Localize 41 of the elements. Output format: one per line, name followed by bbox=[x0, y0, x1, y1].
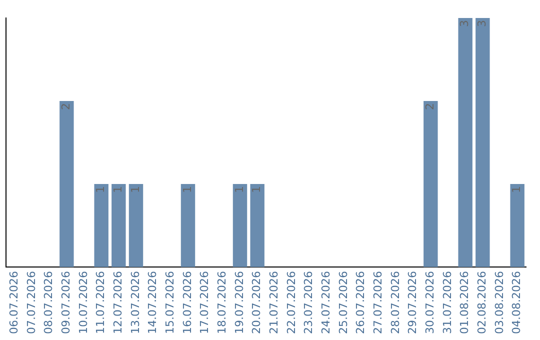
x-tick-label: 19.07.2026 bbox=[232, 271, 246, 334]
x-tick-label: 31.07.2026 bbox=[440, 271, 454, 334]
data-label: 1 bbox=[180, 186, 194, 194]
x-tick-label: 26.07.2026 bbox=[354, 271, 368, 334]
x-tick-label: 10.07.2026 bbox=[76, 271, 90, 334]
x-tick-label: 09.07.2026 bbox=[60, 271, 73, 334]
data-label: 3 bbox=[458, 20, 472, 27]
data-label: 1 bbox=[232, 186, 246, 194]
data-label: 2 bbox=[424, 103, 437, 110]
data-label: 1 bbox=[94, 186, 108, 194]
x-tick-label: 24.07.2026 bbox=[320, 271, 333, 334]
data-label: 1 bbox=[128, 186, 142, 194]
x-tick-label: 25.07.2026 bbox=[336, 271, 350, 334]
x-tick-label: 30.07.2026 bbox=[424, 271, 437, 334]
x-tick-label: 12.07.2026 bbox=[112, 271, 125, 334]
x-tick-label: 22.07.2026 bbox=[284, 271, 298, 334]
data-label: 2 bbox=[60, 103, 73, 110]
x-tick-label: 17.07.2026 bbox=[198, 271, 212, 334]
x-tick-label: 07.07.2026 bbox=[24, 271, 38, 334]
x-tick-label: 28.07.2026 bbox=[388, 271, 402, 334]
x-tick-label: 13.07.2026 bbox=[128, 271, 142, 334]
x-tick-label: 04.08.2026 bbox=[510, 271, 524, 334]
x-tick-label: 23.07.2026 bbox=[302, 271, 316, 334]
x-tick-label: 08.07.2026 bbox=[42, 271, 56, 334]
data-label: 1 bbox=[510, 186, 524, 194]
x-tick-label: 21.07.2026 bbox=[268, 271, 281, 334]
x-tick-label: 27.07.2026 bbox=[372, 271, 385, 334]
x-tick-label: 29.07.2026 bbox=[406, 271, 420, 334]
x-tick-label: 15.07.2026 bbox=[164, 271, 177, 334]
x-tick-label: 14.07.2026 bbox=[146, 271, 160, 334]
x-tick-label: 20.07.2026 bbox=[250, 271, 264, 334]
x-tick-label: 01.08.2026 bbox=[458, 271, 472, 334]
x-tick-label: 16.07.2026 bbox=[180, 271, 194, 334]
data-label: 3 bbox=[476, 20, 489, 27]
x-tick-label: 02.08.2026 bbox=[476, 271, 489, 334]
x-tick-label: 18.07.2026 bbox=[216, 271, 229, 334]
x-tick-label: 11.07.2026 bbox=[94, 271, 108, 334]
x-tick-label: 03.08.2026 bbox=[492, 271, 506, 334]
data-label: 1 bbox=[250, 186, 264, 194]
data-label: 1 bbox=[112, 186, 125, 194]
x-tick-label: 06.07.2026 bbox=[8, 271, 21, 334]
